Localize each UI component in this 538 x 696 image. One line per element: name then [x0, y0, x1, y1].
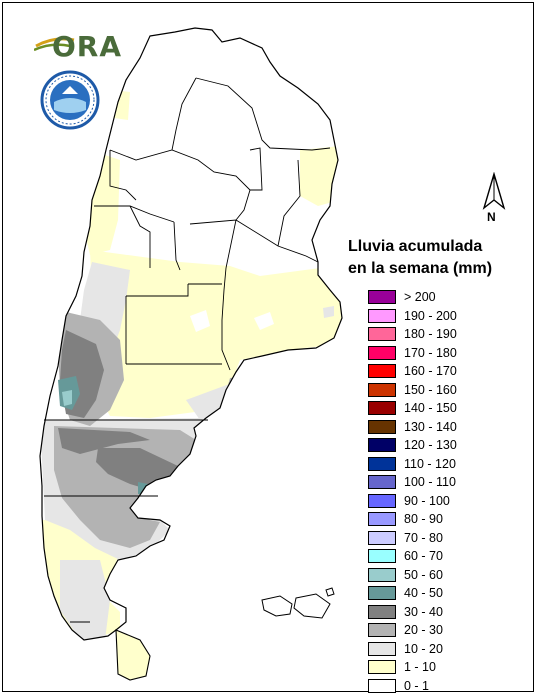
north-arrow-icon	[482, 172, 506, 210]
rainfall-shading	[40, 90, 342, 640]
legend-swatch	[368, 475, 396, 490]
legend-label: 110 - 120	[404, 456, 456, 471]
legend-row: 110 - 120	[368, 455, 457, 474]
legend-row: 50 - 60	[368, 566, 457, 585]
province-borders	[44, 77, 331, 623]
legend-label: 10 - 20	[404, 641, 443, 656]
legend-row: 120 - 130	[368, 436, 457, 455]
north-label: N	[487, 210, 496, 224]
legend-label: 30 - 40	[404, 604, 443, 619]
tierra-del-fuego	[115, 629, 151, 681]
legend-swatch	[368, 678, 396, 693]
legend-row: 60 - 70	[368, 547, 457, 566]
legend-label: 60 - 70	[404, 549, 443, 564]
legend-swatch	[368, 530, 396, 545]
legend-label: 50 - 60	[404, 567, 443, 582]
legend-swatch	[368, 419, 396, 434]
legend-label: 120 - 130	[404, 438, 457, 453]
legend-label: 190 - 200	[404, 308, 457, 323]
legend-label: 1 - 10	[404, 660, 436, 675]
legend-label: 150 - 160	[404, 382, 457, 397]
legend-label: 160 - 170	[404, 364, 457, 379]
smn-seal-logo	[40, 70, 100, 130]
malvinas-islands	[261, 587, 335, 619]
legend-label: 180 - 190	[404, 327, 457, 342]
legend-row: 90 - 100	[368, 492, 457, 511]
legend-row: 150 - 160	[368, 381, 457, 400]
legend-label: 0 - 1	[404, 678, 430, 693]
legend-swatch	[368, 456, 396, 471]
legend-row: 70 - 80	[368, 529, 457, 548]
legend-swatch	[368, 327, 396, 342]
legend-swatch	[368, 512, 396, 527]
legend-row: 80 - 90	[368, 510, 457, 529]
legend-swatch	[368, 382, 396, 397]
legend-row: 160 - 170	[368, 362, 457, 381]
legend-label: 140 - 150	[404, 401, 457, 416]
legend-swatch	[368, 364, 396, 379]
legend-row: 30 - 40	[368, 603, 457, 622]
legend-row: 10 - 20	[368, 640, 457, 659]
legend-row: 100 - 110	[368, 473, 457, 492]
legend-label: 20 - 30	[404, 623, 443, 638]
legend-row: 180 - 190	[368, 325, 457, 344]
legend-swatch	[368, 604, 396, 619]
legend-row: 140 - 150	[368, 399, 457, 418]
legend-row: 190 - 200	[368, 307, 457, 326]
legend-label: 90 - 100	[404, 493, 450, 508]
ora-logo: ORA	[34, 28, 121, 63]
legend-row: 40 - 50	[368, 584, 457, 603]
legend-label: 100 - 110	[404, 475, 456, 490]
legend-row: 170 - 180	[368, 344, 457, 363]
legend-row: > 200	[368, 288, 457, 307]
legend-swatch	[368, 401, 396, 416]
legend-swatch	[368, 493, 396, 508]
legend-row: 130 - 140	[368, 418, 457, 437]
legend-swatch	[368, 586, 396, 601]
legend-row: 20 - 30	[368, 621, 457, 640]
legend-title: Lluvia acumulada en la semana (mm)	[348, 238, 493, 277]
legend-label: > 200	[404, 290, 436, 305]
legend-label: 130 - 140	[404, 419, 457, 434]
legend-swatch	[368, 641, 396, 656]
legend-label: 70 - 80	[404, 530, 443, 545]
legend-swatch	[368, 345, 396, 360]
legend-row: 1 - 10	[368, 658, 457, 677]
legend-row: 0 - 1	[368, 677, 457, 696]
legend-swatch	[368, 623, 396, 638]
legend-swatch	[368, 660, 396, 675]
legend-swatch	[368, 567, 396, 582]
legend-swatch	[368, 549, 396, 564]
legend-label: 170 - 180	[404, 345, 457, 360]
legend: > 200 190 - 200 180 - 190 170 - 180 160 …	[368, 288, 457, 695]
legend-swatch	[368, 308, 396, 323]
legend-label: 80 - 90	[404, 512, 443, 527]
legend-label: 40 - 50	[404, 586, 443, 601]
legend-swatch	[368, 438, 396, 453]
legend-swatch	[368, 290, 396, 305]
